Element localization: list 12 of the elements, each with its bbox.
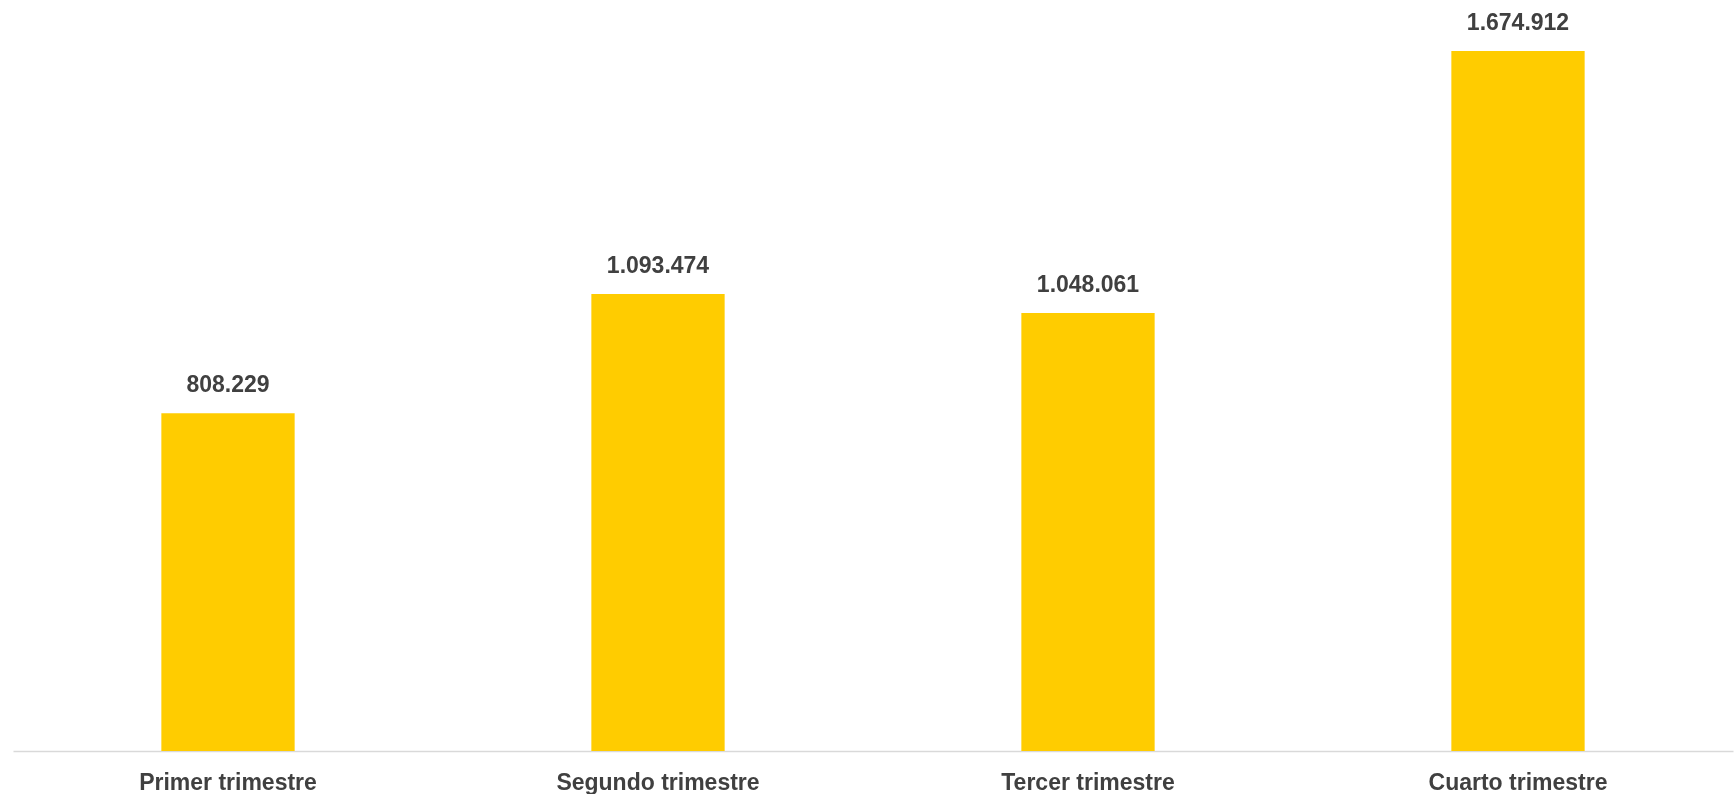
x-tick-label: Segundo trimestre [556,768,760,795]
bar [161,413,295,751]
data-label: 1.674.912 [1466,9,1570,35]
bar [591,294,725,751]
data-label: 1.093.474 [606,252,710,278]
bar [1451,51,1585,751]
x-tick-label: Tercer trimestre [1001,768,1175,795]
x-tick-label: Cuarto trimestre [1428,768,1608,795]
x-tick-label: Primer trimestre [139,768,317,795]
bar [1021,312,1155,751]
data-label: 1.048.061 [1036,270,1140,297]
data-label: 808.229 [186,371,270,398]
